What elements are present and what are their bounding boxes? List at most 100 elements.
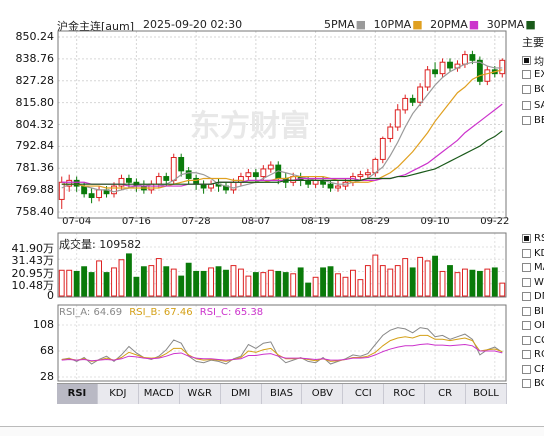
checkbox[interactable] — [522, 306, 531, 316]
candle-body — [335, 185, 341, 189]
price-tick-label: 769.88 — [15, 183, 55, 197]
candle-body — [118, 177, 125, 187]
checkbox[interactable] — [522, 277, 531, 287]
volume-bar — [364, 265, 371, 297]
date-tick-label: 07-04 — [62, 216, 92, 227]
checkbox[interactable] — [522, 234, 531, 243]
rsi-line-RSI_C — [61, 343, 503, 362]
checkbox[interactable] — [522, 263, 531, 272]
volume-bar — [320, 267, 326, 297]
tab-wr[interactable]: W&R — [180, 384, 221, 404]
date-tick-label: 09-10 — [420, 216, 450, 227]
checkbox[interactable] — [522, 379, 531, 388]
rsi-line-RSI_A — [61, 327, 503, 365]
candle-body — [469, 54, 476, 61]
tab-rsi[interactable]: RSI — [57, 384, 98, 404]
sidebar-option-MA[interactable]: MA — [522, 262, 544, 273]
sidebar-option-BC[interactable]: BC — [522, 84, 544, 95]
checkbox[interactable] — [522, 100, 531, 110]
candle-body — [155, 176, 162, 185]
candle-body — [402, 97, 409, 111]
checkbox[interactable] — [522, 85, 531, 94]
checkbox[interactable] — [522, 69, 531, 79]
volume-bar — [454, 272, 461, 297]
sidebar-option-BI[interactable]: BI — [522, 306, 544, 317]
rsi-b-value: RSI_B: 67.46 — [129, 307, 193, 318]
volume-tick-label: 10.48万 — [11, 278, 55, 292]
date-tick-label: 08-19 — [301, 216, 331, 227]
checkbox[interactable] — [522, 248, 531, 258]
sidebar-option-KD[interactable]: KD — [522, 248, 544, 259]
volume-bar — [178, 275, 185, 297]
candle-body — [81, 185, 88, 195]
sidebar-option-SA[interactable]: SA — [522, 100, 544, 111]
checkbox[interactable] — [522, 364, 531, 374]
ma30-legend: 30PMA■ — [486, 18, 536, 31]
volume-bar — [499, 282, 506, 297]
tab-cr[interactable]: CR — [425, 384, 467, 404]
ma-legend: 5PMA■ 10PMA■ 20PMA■ 30PMA■ — [320, 18, 536, 31]
checkbox[interactable] — [522, 116, 531, 125]
sidebar-option-label: SA — [534, 99, 544, 111]
sidebar-option-CR[interactable]: CR — [522, 364, 544, 375]
candle-body — [73, 179, 80, 187]
volume-bar — [476, 270, 483, 297]
tab-roc[interactable]: ROC — [384, 384, 426, 404]
volume-tick-label: 41.90万 — [11, 242, 55, 255]
sidebar-option-均[interactable]: 均 — [522, 53, 544, 68]
checkbox[interactable] — [522, 350, 531, 359]
sidebar-option-EX[interactable]: EX — [522, 69, 544, 80]
checkbox[interactable] — [522, 292, 531, 301]
sidebar-option-BC[interactable]: BC — [522, 378, 544, 389]
tab-macd[interactable]: MACD — [139, 384, 180, 404]
tab-boll[interactable]: BOLL — [466, 384, 507, 404]
sidebar-option-OB[interactable]: OB — [522, 320, 544, 331]
volume-bar — [267, 269, 274, 297]
checkbox[interactable] — [522, 321, 531, 330]
candle-body — [126, 177, 132, 183]
tab-bias[interactable]: BIAS — [262, 384, 303, 404]
volume-bar — [447, 265, 453, 297]
sidebar-option-label: BC — [534, 84, 544, 95]
volume-bar — [230, 265, 237, 297]
sidebar-option-RS[interactable]: RS — [522, 233, 544, 244]
tab-cci[interactable]: CCI — [343, 384, 385, 404]
volume-bar — [133, 276, 140, 297]
sidebar-option-label: RO — [534, 349, 544, 360]
sidebar-option-BE[interactable]: BE — [522, 115, 544, 126]
candle-body — [88, 193, 95, 199]
price-tick-label: 781.36 — [15, 161, 55, 175]
volume-bar — [252, 272, 259, 297]
volume-bar — [81, 266, 88, 297]
volume-bar — [185, 262, 192, 297]
sidebar-option-label: 均 — [534, 57, 544, 68]
volume-title: 成交量: 109582 — [59, 238, 142, 251]
rsi-tick-label: 28 — [40, 370, 54, 383]
candle-body — [178, 157, 185, 172]
sidebar-option-label: BI — [534, 305, 544, 317]
rsi-legend: RSI_A: 64.69 RSI_B: 67.46 RSI_C: 65.38 — [59, 307, 263, 318]
tab-dmi[interactable]: DMI — [221, 384, 262, 404]
checkbox[interactable] — [522, 335, 531, 345]
candle-body — [170, 157, 177, 181]
volume-bar — [372, 254, 379, 297]
checkbox[interactable] — [522, 56, 531, 65]
sidebar-option-CC[interactable]: CC — [522, 335, 544, 346]
sidebar-option-DM[interactable]: DM — [522, 291, 544, 302]
volume-bar — [432, 255, 438, 297]
volume-bar — [223, 269, 229, 297]
watermark-text: 东方财富 — [190, 109, 310, 144]
volume-bar — [387, 268, 394, 297]
candle-body — [432, 69, 438, 75]
tab-obv[interactable]: OBV — [302, 384, 344, 404]
volume-bar — [357, 279, 364, 297]
volume-bar — [342, 276, 349, 297]
sidebar-option-W8[interactable]: W8 — [522, 277, 544, 288]
price-tick-label: 792.84 — [15, 139, 55, 153]
date-tick-label: 08-29 — [360, 216, 390, 227]
sidebar-option-RO[interactable]: RO — [522, 349, 544, 360]
tab-kdj[interactable]: KDJ — [98, 384, 139, 404]
volume-bar — [126, 253, 132, 297]
volume-bar — [491, 267, 498, 297]
